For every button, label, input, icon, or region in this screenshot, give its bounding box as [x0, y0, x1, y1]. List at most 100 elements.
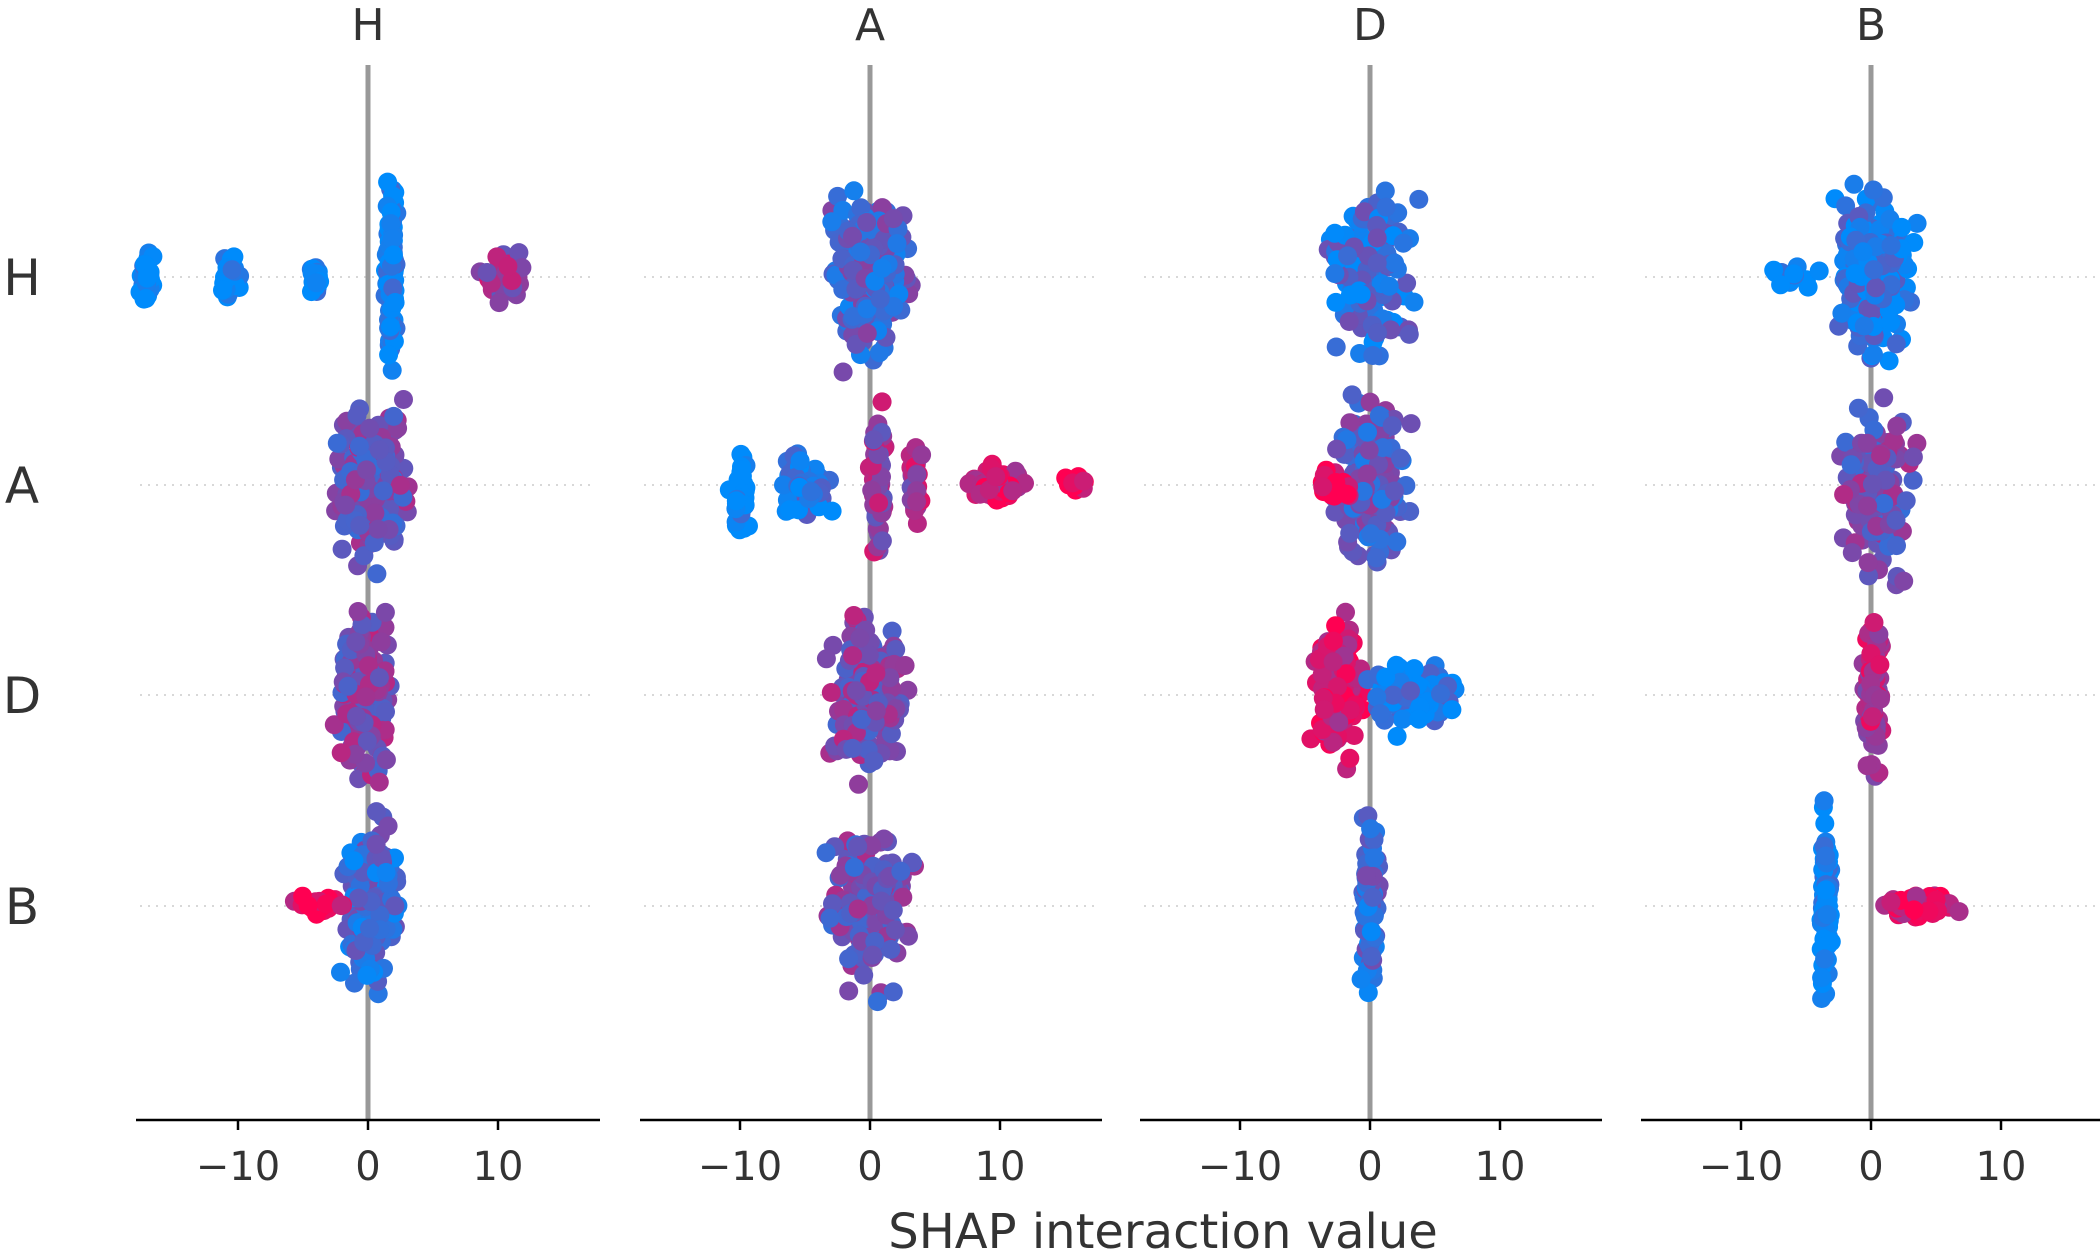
beeswarm-cell-b-h	[1764, 174, 1927, 371]
x-tick-label: 10	[473, 1144, 524, 1190]
data-point	[859, 645, 879, 665]
data-point	[1816, 846, 1836, 866]
data-point	[1385, 253, 1405, 273]
data-point	[857, 213, 877, 232]
data-point	[1399, 324, 1419, 344]
data-point	[1357, 464, 1377, 484]
data-point	[844, 857, 864, 877]
data-point	[1431, 684, 1450, 704]
data-point	[846, 681, 866, 701]
data-point	[1887, 536, 1906, 556]
data-point	[357, 731, 377, 751]
data-point	[366, 834, 386, 854]
data-point	[381, 214, 401, 234]
data-point	[885, 920, 905, 940]
data-point	[851, 709, 871, 729]
data-point	[1864, 613, 1884, 632]
data-point	[1338, 246, 1358, 266]
beeswarm-cell-d-h	[1318, 181, 1429, 366]
data-point	[366, 802, 386, 822]
data-point	[1863, 707, 1882, 727]
data-point	[1356, 866, 1376, 886]
data-point	[868, 992, 887, 1012]
x-tick-label: −10	[698, 1144, 782, 1190]
data-point	[1857, 756, 1877, 776]
data-point	[348, 602, 368, 621]
data-point	[1409, 189, 1429, 209]
data-point	[857, 323, 877, 343]
beeswarm-cell-b-d	[1853, 613, 1892, 786]
x-tick-label: 10	[975, 1144, 1026, 1190]
row-labels: H A D B	[3, 249, 42, 936]
data-point	[1907, 213, 1927, 233]
data-point	[774, 475, 793, 495]
data-point	[1401, 414, 1421, 434]
data-point	[1367, 253, 1387, 273]
data-point	[1366, 548, 1386, 568]
data-point	[1393, 233, 1413, 253]
data-point	[1836, 196, 1856, 216]
data-point	[1879, 351, 1899, 371]
data-point	[1815, 949, 1835, 969]
x-tick-label: −10	[196, 1144, 280, 1190]
data-point	[1351, 969, 1371, 989]
data-point	[830, 865, 850, 885]
data-point	[347, 406, 367, 425]
data-point	[843, 646, 863, 666]
data-point	[882, 621, 902, 641]
data-point	[360, 918, 379, 938]
data-point	[1809, 261, 1829, 281]
data-point	[381, 317, 400, 337]
data-point	[1919, 901, 1939, 921]
data-point	[848, 837, 868, 856]
data-point	[1862, 302, 1882, 322]
data-point	[866, 701, 886, 721]
beeswarm-cell-b-a	[1831, 388, 1927, 595]
data-point	[378, 172, 398, 192]
data-point	[1864, 344, 1883, 364]
panel-b: B −10 0 10	[1641, 0, 2100, 1190]
data-point	[1383, 685, 1403, 705]
data-point	[347, 706, 366, 726]
data-point	[1887, 416, 1907, 436]
data-point	[349, 888, 369, 908]
data-point	[872, 392, 892, 412]
data-point	[732, 460, 751, 480]
data-point	[870, 343, 889, 363]
data-point	[331, 896, 351, 916]
data-point	[1074, 471, 1093, 491]
data-point	[1844, 174, 1864, 194]
data-point	[1903, 447, 1923, 467]
data-point	[1816, 880, 1836, 900]
data-point	[477, 263, 497, 282]
data-point	[1367, 687, 1387, 707]
data-point	[1832, 303, 1852, 323]
data-point	[1387, 726, 1407, 746]
data-point	[137, 268, 157, 288]
panel-title: A	[855, 0, 885, 51]
data-point	[365, 503, 385, 523]
data-point	[1327, 439, 1347, 459]
row-label-b: B	[5, 878, 39, 936]
data-point	[1327, 677, 1347, 697]
data-point	[883, 982, 903, 1002]
data-point	[848, 899, 868, 919]
data-point	[843, 738, 863, 758]
data-point	[1404, 659, 1424, 679]
data-point	[869, 493, 889, 513]
data-point	[1340, 523, 1360, 543]
data-point	[1339, 312, 1359, 331]
data-point	[1362, 947, 1381, 966]
beeswarm-cell-a-d	[816, 606, 918, 794]
data-point	[883, 900, 903, 920]
data-point	[1385, 481, 1404, 501]
panel-a: A −10 0 10	[640, 0, 1102, 1190]
data-point	[354, 546, 374, 566]
data-point	[1784, 264, 1804, 284]
data-point	[1863, 180, 1883, 200]
data-point	[849, 774, 868, 794]
beeswarm-cell-d-b	[1351, 806, 1389, 1003]
data-point	[986, 467, 1006, 487]
data-point	[335, 658, 355, 678]
